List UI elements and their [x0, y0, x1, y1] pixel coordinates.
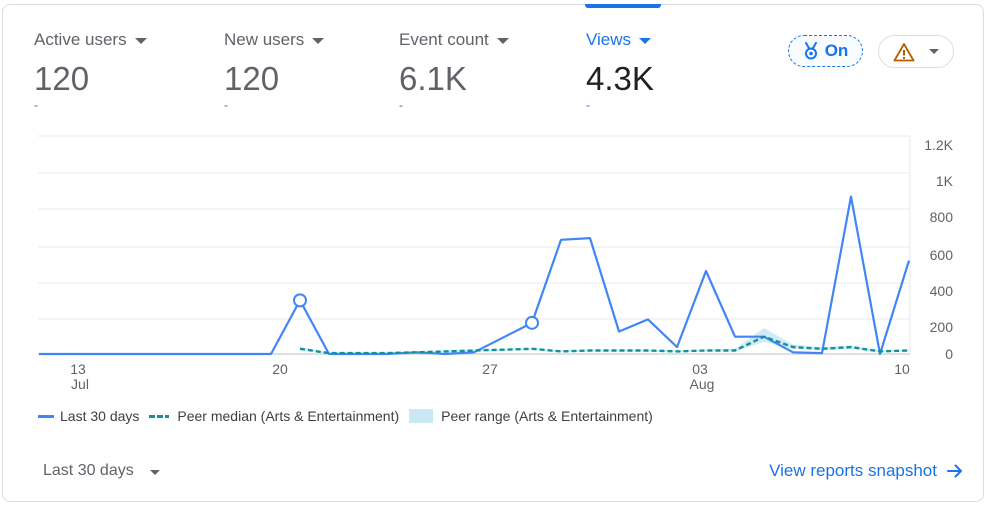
chevron-down-icon	[639, 38, 652, 44]
y-tick-label: 1K	[936, 173, 954, 189]
metric-value: 6.1K	[399, 60, 467, 97]
peer-range-area	[300, 328, 909, 354]
chart-grid	[38, 135, 911, 355]
y-tick-label: 1.2K	[924, 137, 953, 153]
metric-value: 4.3K	[586, 60, 654, 97]
warning-icon	[893, 42, 915, 61]
peer-range-band	[300, 328, 909, 354]
metric-value: 120	[224, 60, 280, 97]
reports-snapshot-card	[2, 4, 984, 502]
chevron-down-icon	[496, 38, 509, 44]
metric-delta: -	[224, 98, 228, 112]
chevron-down-icon	[149, 469, 160, 475]
metric-delta: -	[399, 98, 403, 112]
metric-delta: -	[34, 98, 38, 112]
legend-swatch-solid	[38, 414, 54, 418]
legend-swatch-area	[409, 409, 434, 423]
y-tick-label: 400	[930, 283, 954, 299]
snapshot-link-label: View reports snapshot	[769, 461, 937, 480]
chevron-down-icon	[929, 49, 939, 54]
metric-delta: -	[586, 98, 590, 112]
metric-value: 120	[34, 60, 90, 97]
legend-label: Peer median (Arts & Entertainment)	[177, 408, 400, 424]
selected-metric-indicator	[585, 4, 661, 8]
x-tick-label: 03	[692, 361, 708, 377]
x-tick-label: 27	[482, 361, 498, 377]
y-tick-label: 800	[930, 209, 954, 225]
legend-item-peer-range: Peer range (Arts & Entertainment)	[409, 408, 653, 424]
series-line-peer-median	[299, 335, 910, 355]
metric-label: Views	[586, 30, 632, 49]
chevron-down-icon	[312, 38, 325, 44]
x-tick-label: 10	[894, 361, 910, 377]
metric-label: Event count	[399, 30, 489, 49]
chart-legend: Last 30 days Peer median (Arts & Enterta…	[38, 408, 663, 424]
y-tick-label: 200	[930, 319, 954, 335]
x-tick-label: 13	[70, 361, 86, 377]
x-tick-month-label: Aug	[690, 376, 715, 392]
benchmark-toggle-label: On	[824, 41, 849, 60]
highlight-marker	[525, 315, 539, 330]
chevron-down-icon	[134, 38, 147, 44]
x-tick-month-label: Jul	[71, 376, 89, 392]
y-axis: 1.2K 1K 800 600 400 200 0	[924, 137, 953, 362]
legend-item-peer-median: Peer median (Arts & Entertainment)	[149, 408, 399, 424]
date-range-selector[interactable]: Last 30 days	[43, 462, 160, 480]
y-tick-label: 600	[930, 247, 954, 263]
series-line-last-30-days	[39, 195, 911, 356]
highlight-marker	[293, 293, 307, 308]
legend-label: Last 30 days	[60, 408, 140, 424]
benchmark-toggle[interactable]: On	[788, 35, 863, 67]
metric-label: New users	[224, 30, 305, 49]
legend-swatch-dashed	[149, 414, 170, 418]
medal-icon	[804, 42, 817, 60]
y-tick-label: 0	[945, 346, 953, 362]
legend-label: Peer range (Arts & Entertainment)	[441, 408, 653, 424]
date-range-label: Last 30 days	[43, 462, 134, 479]
alert-menu-button[interactable]	[878, 35, 954, 68]
chart-markers	[293, 293, 539, 330]
arrow-right-icon	[947, 464, 962, 478]
x-tick-label: 20	[272, 361, 288, 377]
metric-label: Active users	[34, 30, 127, 49]
chart-series	[38, 195, 911, 356]
view-reports-snapshot-link[interactable]: View reports snapshot	[769, 461, 963, 481]
legend-item-last-30-days: Last 30 days	[38, 408, 139, 424]
